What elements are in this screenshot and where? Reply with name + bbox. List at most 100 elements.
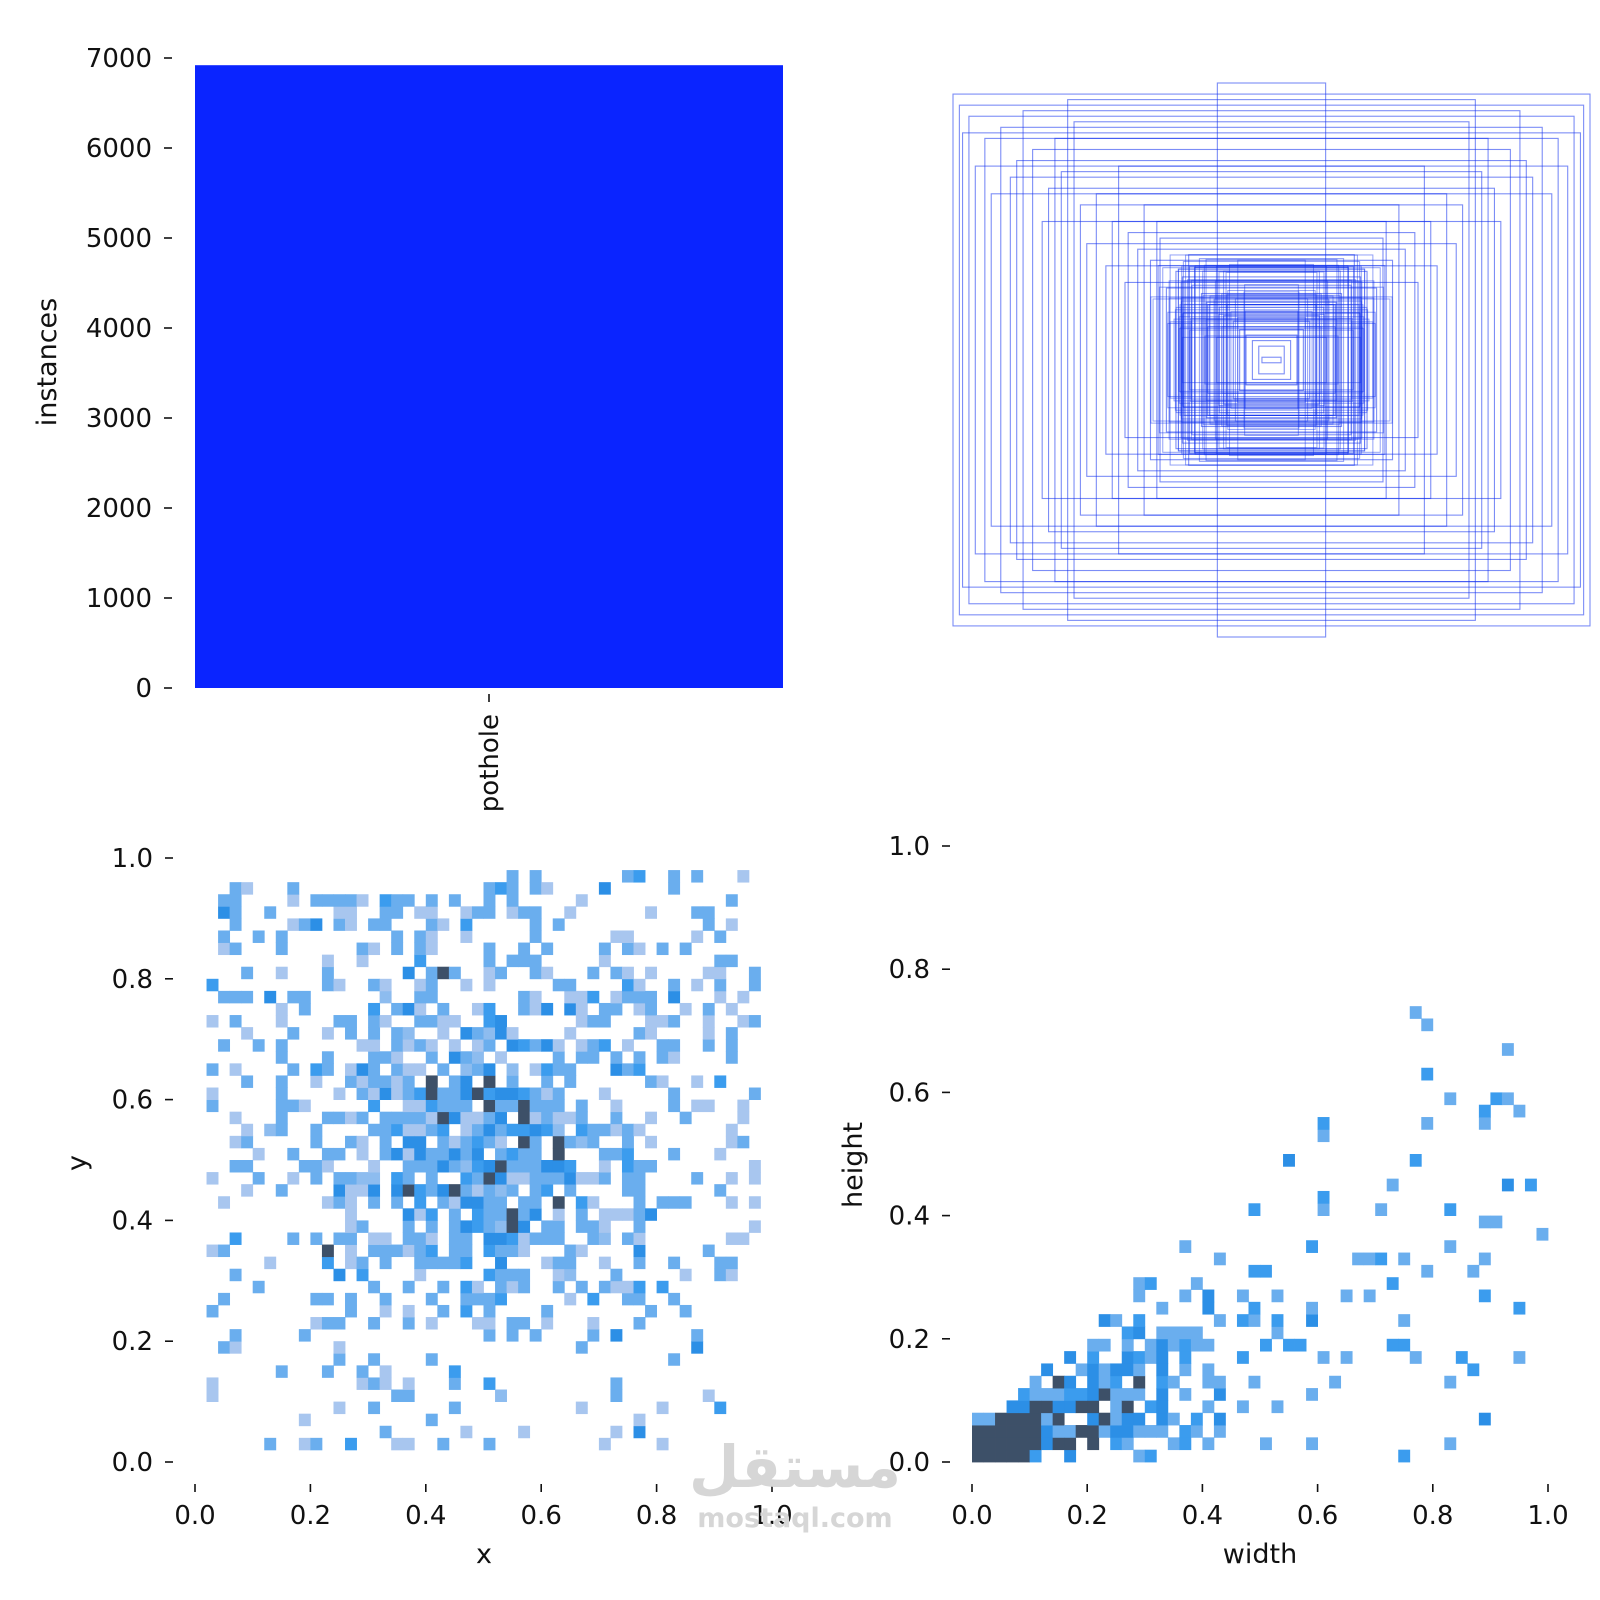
heat-cell [598,1208,611,1221]
heat-cell [1386,1178,1399,1192]
heat-cell [495,1208,507,1221]
xtick-label-4: 0.8 [636,1501,677,1531]
ytick-label-5: 1.0 [112,844,153,874]
bbox-29 [1261,356,1282,364]
heat-cell [1398,1449,1411,1463]
heat-cell [1098,1425,1111,1438]
heat-cell [621,966,634,980]
heat-cell [621,1172,634,1185]
heat-cell [645,1160,657,1173]
heat-cell [483,1002,496,1016]
heat-cell [1455,1351,1468,1364]
heat-cell [1064,1351,1077,1364]
heat-cell [737,1099,750,1113]
heat-cell [1006,1425,1019,1438]
heat-cell [529,906,542,919]
heat-cell [541,1123,554,1137]
heat-cell [1156,1363,1169,1377]
heat-cell [368,1401,381,1415]
heat-cell [1386,1277,1399,1290]
heat-cell [737,990,750,1004]
heat-cell [287,990,300,1004]
heat-cell [1041,1425,1054,1438]
heat-cell [552,1123,565,1137]
heat-cell [1167,1412,1180,1426]
heat-cell [206,1099,219,1113]
heat-cell [495,1244,507,1258]
heat-cell [691,930,704,943]
heat-cell [1121,1400,1134,1414]
heat-cell [345,1027,357,1040]
heat-cell [702,1039,715,1052]
heat-cell [241,966,254,980]
heat-cell [529,1184,542,1197]
heat-cell [218,1244,231,1258]
heat-cell [575,1244,588,1258]
heat-cell [645,1027,657,1040]
heat-cell [1317,1117,1330,1130]
heat-cell [645,1002,657,1016]
heat-cell [1029,1400,1042,1414]
heat-cell [1167,1338,1180,1352]
heat-cell [425,1087,438,1100]
heat-cell [1317,1351,1330,1364]
heat-cell [391,894,404,907]
heat-cell [506,1039,519,1052]
bbox-center-41 [1226,294,1317,426]
heat-cell [1018,1449,1030,1463]
bar-xaxis: pothole [475,694,505,812]
heat-cell [402,1208,415,1221]
heat-cell [518,1244,531,1258]
heat-cell [645,1075,657,1088]
heat-cell [1133,1363,1146,1377]
heat-cell [333,1111,346,1125]
heat-cell [368,1184,381,1197]
heat-cell [483,1087,496,1100]
heat-cell [541,1087,554,1100]
heat-cell [633,1002,646,1016]
heat-cell [506,954,519,968]
bbox-43 [1156,220,1387,500]
heat-cell [621,870,634,883]
heat-cell [310,1063,323,1076]
heat-cell [425,894,438,907]
bar-ytick-label-1: 1000 [86,584,152,614]
heat-cell [414,1039,427,1052]
heat-cell [391,1172,404,1185]
heat-cell [1075,1388,1088,1401]
heat-cell [379,1232,392,1245]
heat-cell [345,918,357,931]
bbox-center-54 [1215,265,1328,455]
heat-cell [1317,1129,1330,1143]
bbox-5 [1000,126,1543,594]
heat-cell [1167,1437,1180,1451]
bbox-37 [1143,204,1400,516]
heat-cell [1006,1449,1019,1463]
heat-cell [460,978,473,992]
heat-cell [725,1135,738,1149]
heat-cell [471,1123,484,1137]
heat-cell [1490,1215,1503,1229]
bbox-center-19 [1173,318,1370,402]
heat-cell [471,906,484,919]
heat-cell [541,882,554,895]
bbox-center-44 [1183,304,1360,416]
heat-cell [368,1039,381,1052]
heat-cell [460,1232,473,1245]
heat-cell [691,978,704,992]
heat-cell [437,1304,450,1318]
heat-cell [1202,1437,1215,1451]
heat-cell [1179,1425,1192,1438]
heat-cell [737,870,750,883]
heat-cell [264,990,277,1004]
heat-cell [483,1172,496,1185]
heat-cell [252,1039,265,1052]
heat-cell [552,978,565,992]
heat-cell [391,1111,404,1125]
heat-cell [379,1111,392,1125]
heat-cell [621,978,634,992]
heat-cell [483,1437,496,1451]
heat-cell [448,1220,461,1233]
heat-cell [483,942,496,956]
heat-cell [356,894,369,907]
